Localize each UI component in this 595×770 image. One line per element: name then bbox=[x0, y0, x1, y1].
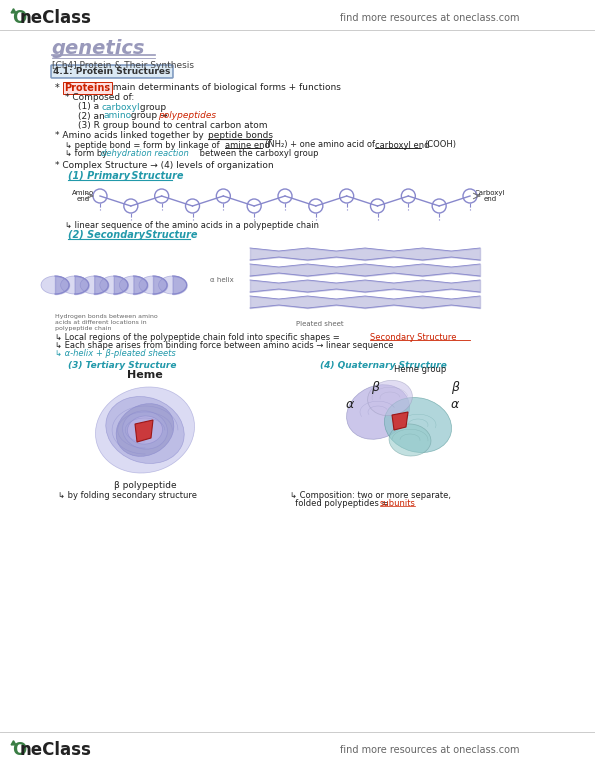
Text: β: β bbox=[451, 380, 459, 393]
Text: (1) a: (1) a bbox=[78, 102, 102, 112]
Text: α helix: α helix bbox=[210, 277, 234, 283]
Text: Structure: Structure bbox=[142, 230, 198, 240]
Text: (2) Secondary: (2) Secondary bbox=[68, 230, 145, 240]
Text: dehydration reaction: dehydration reaction bbox=[101, 149, 189, 159]
Ellipse shape bbox=[41, 276, 69, 294]
Text: (1) Primary: (1) Primary bbox=[68, 171, 130, 181]
Text: ↳ peptide bond = form by linkage of: ↳ peptide bond = form by linkage of bbox=[65, 140, 223, 149]
Text: α: α bbox=[451, 399, 459, 411]
Text: (2) an: (2) an bbox=[78, 112, 108, 120]
Text: (3) R group bound to central carbon atom: (3) R group bound to central carbon atom bbox=[78, 120, 268, 129]
Text: (COOH): (COOH) bbox=[424, 140, 456, 149]
Text: Heme group: Heme group bbox=[394, 366, 446, 374]
Ellipse shape bbox=[61, 276, 89, 294]
Text: (4) Quaternary Structure: (4) Quaternary Structure bbox=[320, 360, 447, 370]
Ellipse shape bbox=[120, 276, 148, 294]
Text: amine end: amine end bbox=[225, 140, 270, 149]
Text: O: O bbox=[12, 741, 26, 759]
Text: Proteins: Proteins bbox=[64, 83, 110, 93]
Text: ↳ Each shape arises from binding force between amino acids → linear sequence: ↳ Each shape arises from binding force b… bbox=[55, 340, 393, 350]
Ellipse shape bbox=[368, 380, 412, 416]
Text: Amino: Amino bbox=[72, 190, 94, 196]
Text: O: O bbox=[12, 9, 26, 27]
Text: : main determinants of biological forms + functions: : main determinants of biological forms … bbox=[107, 83, 341, 92]
Text: * Amino acids linked together by: * Amino acids linked together by bbox=[55, 132, 206, 140]
Ellipse shape bbox=[159, 276, 187, 294]
Ellipse shape bbox=[116, 403, 174, 457]
Text: carboxyl: carboxyl bbox=[101, 102, 140, 112]
Text: group →: group → bbox=[128, 112, 170, 120]
Text: find more resources at oneclass.com: find more resources at oneclass.com bbox=[340, 13, 519, 23]
Ellipse shape bbox=[346, 385, 409, 439]
Text: 4.1: Protein Structures: 4.1: Protein Structures bbox=[54, 67, 171, 76]
Text: Hydrogen bonds between amino
acids at different locations in
polypeptide chain: Hydrogen bonds between amino acids at di… bbox=[55, 314, 158, 330]
Text: ↳ linear sequence of the amino acids in a polypeptide chain: ↳ linear sequence of the amino acids in … bbox=[65, 220, 319, 229]
Text: β: β bbox=[371, 380, 379, 393]
Text: ↳ form by: ↳ form by bbox=[65, 149, 110, 159]
Text: Heme: Heme bbox=[127, 370, 163, 380]
Ellipse shape bbox=[389, 424, 431, 456]
Ellipse shape bbox=[80, 276, 108, 294]
Text: find more resources at oneclass.com: find more resources at oneclass.com bbox=[340, 745, 519, 755]
Text: Pleated sheet: Pleated sheet bbox=[296, 321, 344, 327]
Text: * Composed of:: * Composed of: bbox=[65, 93, 134, 102]
Ellipse shape bbox=[100, 276, 128, 294]
Text: Secondary Structure: Secondary Structure bbox=[370, 333, 456, 342]
Text: * Complex Structure → (4) levels of organization: * Complex Structure → (4) levels of orga… bbox=[55, 162, 274, 170]
Text: polypeptides: polypeptides bbox=[158, 112, 216, 120]
Text: end: end bbox=[76, 196, 90, 202]
Text: neClass: neClass bbox=[20, 741, 91, 759]
Ellipse shape bbox=[123, 411, 167, 449]
Text: peptide bonds: peptide bonds bbox=[208, 132, 273, 140]
Ellipse shape bbox=[106, 397, 184, 464]
Text: folded polypeptides =: folded polypeptides = bbox=[290, 498, 391, 507]
Text: [Ch4] Protein & Their Synthesis: [Ch4] Protein & Their Synthesis bbox=[52, 62, 194, 71]
Ellipse shape bbox=[139, 276, 167, 294]
Ellipse shape bbox=[95, 387, 195, 473]
Text: *: * bbox=[55, 83, 60, 93]
Text: Carboxyl: Carboxyl bbox=[475, 190, 505, 196]
Text: ↳ α-helix + β-pleated sheets: ↳ α-helix + β-pleated sheets bbox=[55, 349, 176, 357]
Ellipse shape bbox=[127, 416, 162, 444]
Text: α: α bbox=[346, 399, 354, 411]
Text: end: end bbox=[483, 196, 497, 202]
Text: between the carboxyl group: between the carboxyl group bbox=[197, 149, 318, 159]
Text: ↳ Composition: two or more separate,: ↳ Composition: two or more separate, bbox=[290, 490, 451, 500]
Text: β polypeptide: β polypeptide bbox=[114, 480, 176, 490]
Text: ↳ by folding secondary structure: ↳ by folding secondary structure bbox=[58, 490, 197, 500]
Polygon shape bbox=[392, 412, 408, 430]
Text: carboxyl end: carboxyl end bbox=[375, 140, 430, 149]
Text: Structure: Structure bbox=[128, 171, 183, 181]
Text: neClass: neClass bbox=[20, 9, 91, 27]
Text: ↳ Local regions of the polypeptide chain fold into specific shapes =: ↳ Local regions of the polypeptide chain… bbox=[55, 333, 342, 342]
Text: group: group bbox=[137, 102, 166, 112]
Text: (NH₂) + one amino acid of: (NH₂) + one amino acid of bbox=[265, 140, 378, 149]
FancyBboxPatch shape bbox=[51, 65, 173, 78]
Text: subunits: subunits bbox=[380, 498, 416, 507]
Text: genetics: genetics bbox=[52, 38, 146, 58]
Ellipse shape bbox=[384, 397, 452, 453]
Text: amino: amino bbox=[104, 112, 132, 120]
Text: (3) Tertiary Structure: (3) Tertiary Structure bbox=[68, 360, 177, 370]
Polygon shape bbox=[135, 420, 153, 442]
